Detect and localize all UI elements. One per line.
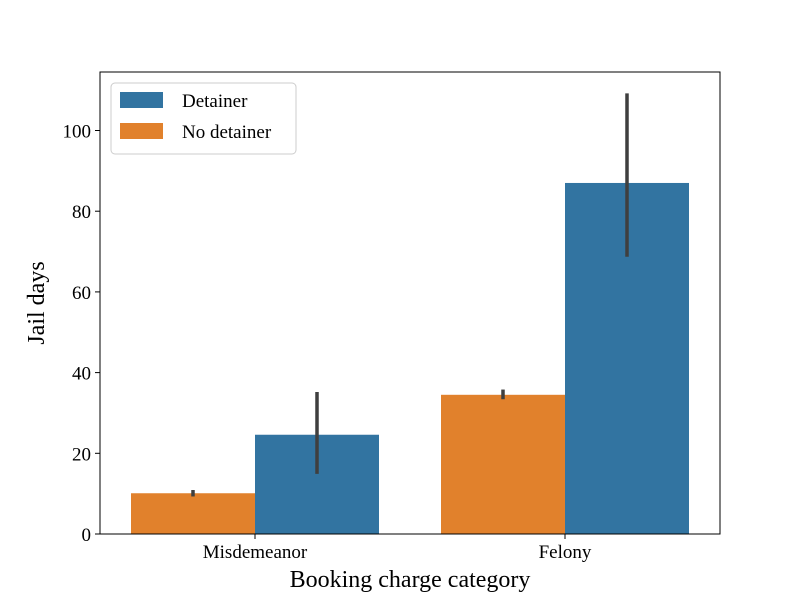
y-tick-label: 80	[72, 202, 91, 223]
y-axis: 0 20 40 60 80 100	[63, 122, 100, 546]
legend-swatch-no-detainer	[120, 123, 163, 139]
bar-misdemeanor-no-detainer	[131, 493, 255, 534]
legend-swatch-detainer	[120, 92, 163, 108]
legend: Detainer No detainer	[110, 82, 297, 155]
bar-felony-no-detainer	[441, 394, 565, 534]
x-axis-title: Booking charge category	[290, 567, 531, 593]
y-tick-label: 20	[72, 444, 91, 465]
error-bars-layer	[191, 93, 629, 497]
x-tick-label: Misdemeanor	[203, 542, 308, 563]
y-axis-title: Jail days	[24, 261, 50, 344]
legend-label-detainer: Detainer	[182, 91, 248, 112]
x-tick-label: Felony	[539, 542, 592, 563]
y-tick-label: 60	[72, 283, 91, 304]
x-axis: Misdemeanor Felony	[203, 534, 592, 563]
y-tick-label: 100	[63, 122, 92, 143]
y-tick-label: 40	[72, 364, 91, 385]
plot-area-frame	[99, 71, 721, 535]
bars-layer	[131, 182, 689, 534]
y-tick-label: 0	[82, 525, 92, 546]
legend-label-no-detainer: No detainer	[182, 122, 272, 143]
